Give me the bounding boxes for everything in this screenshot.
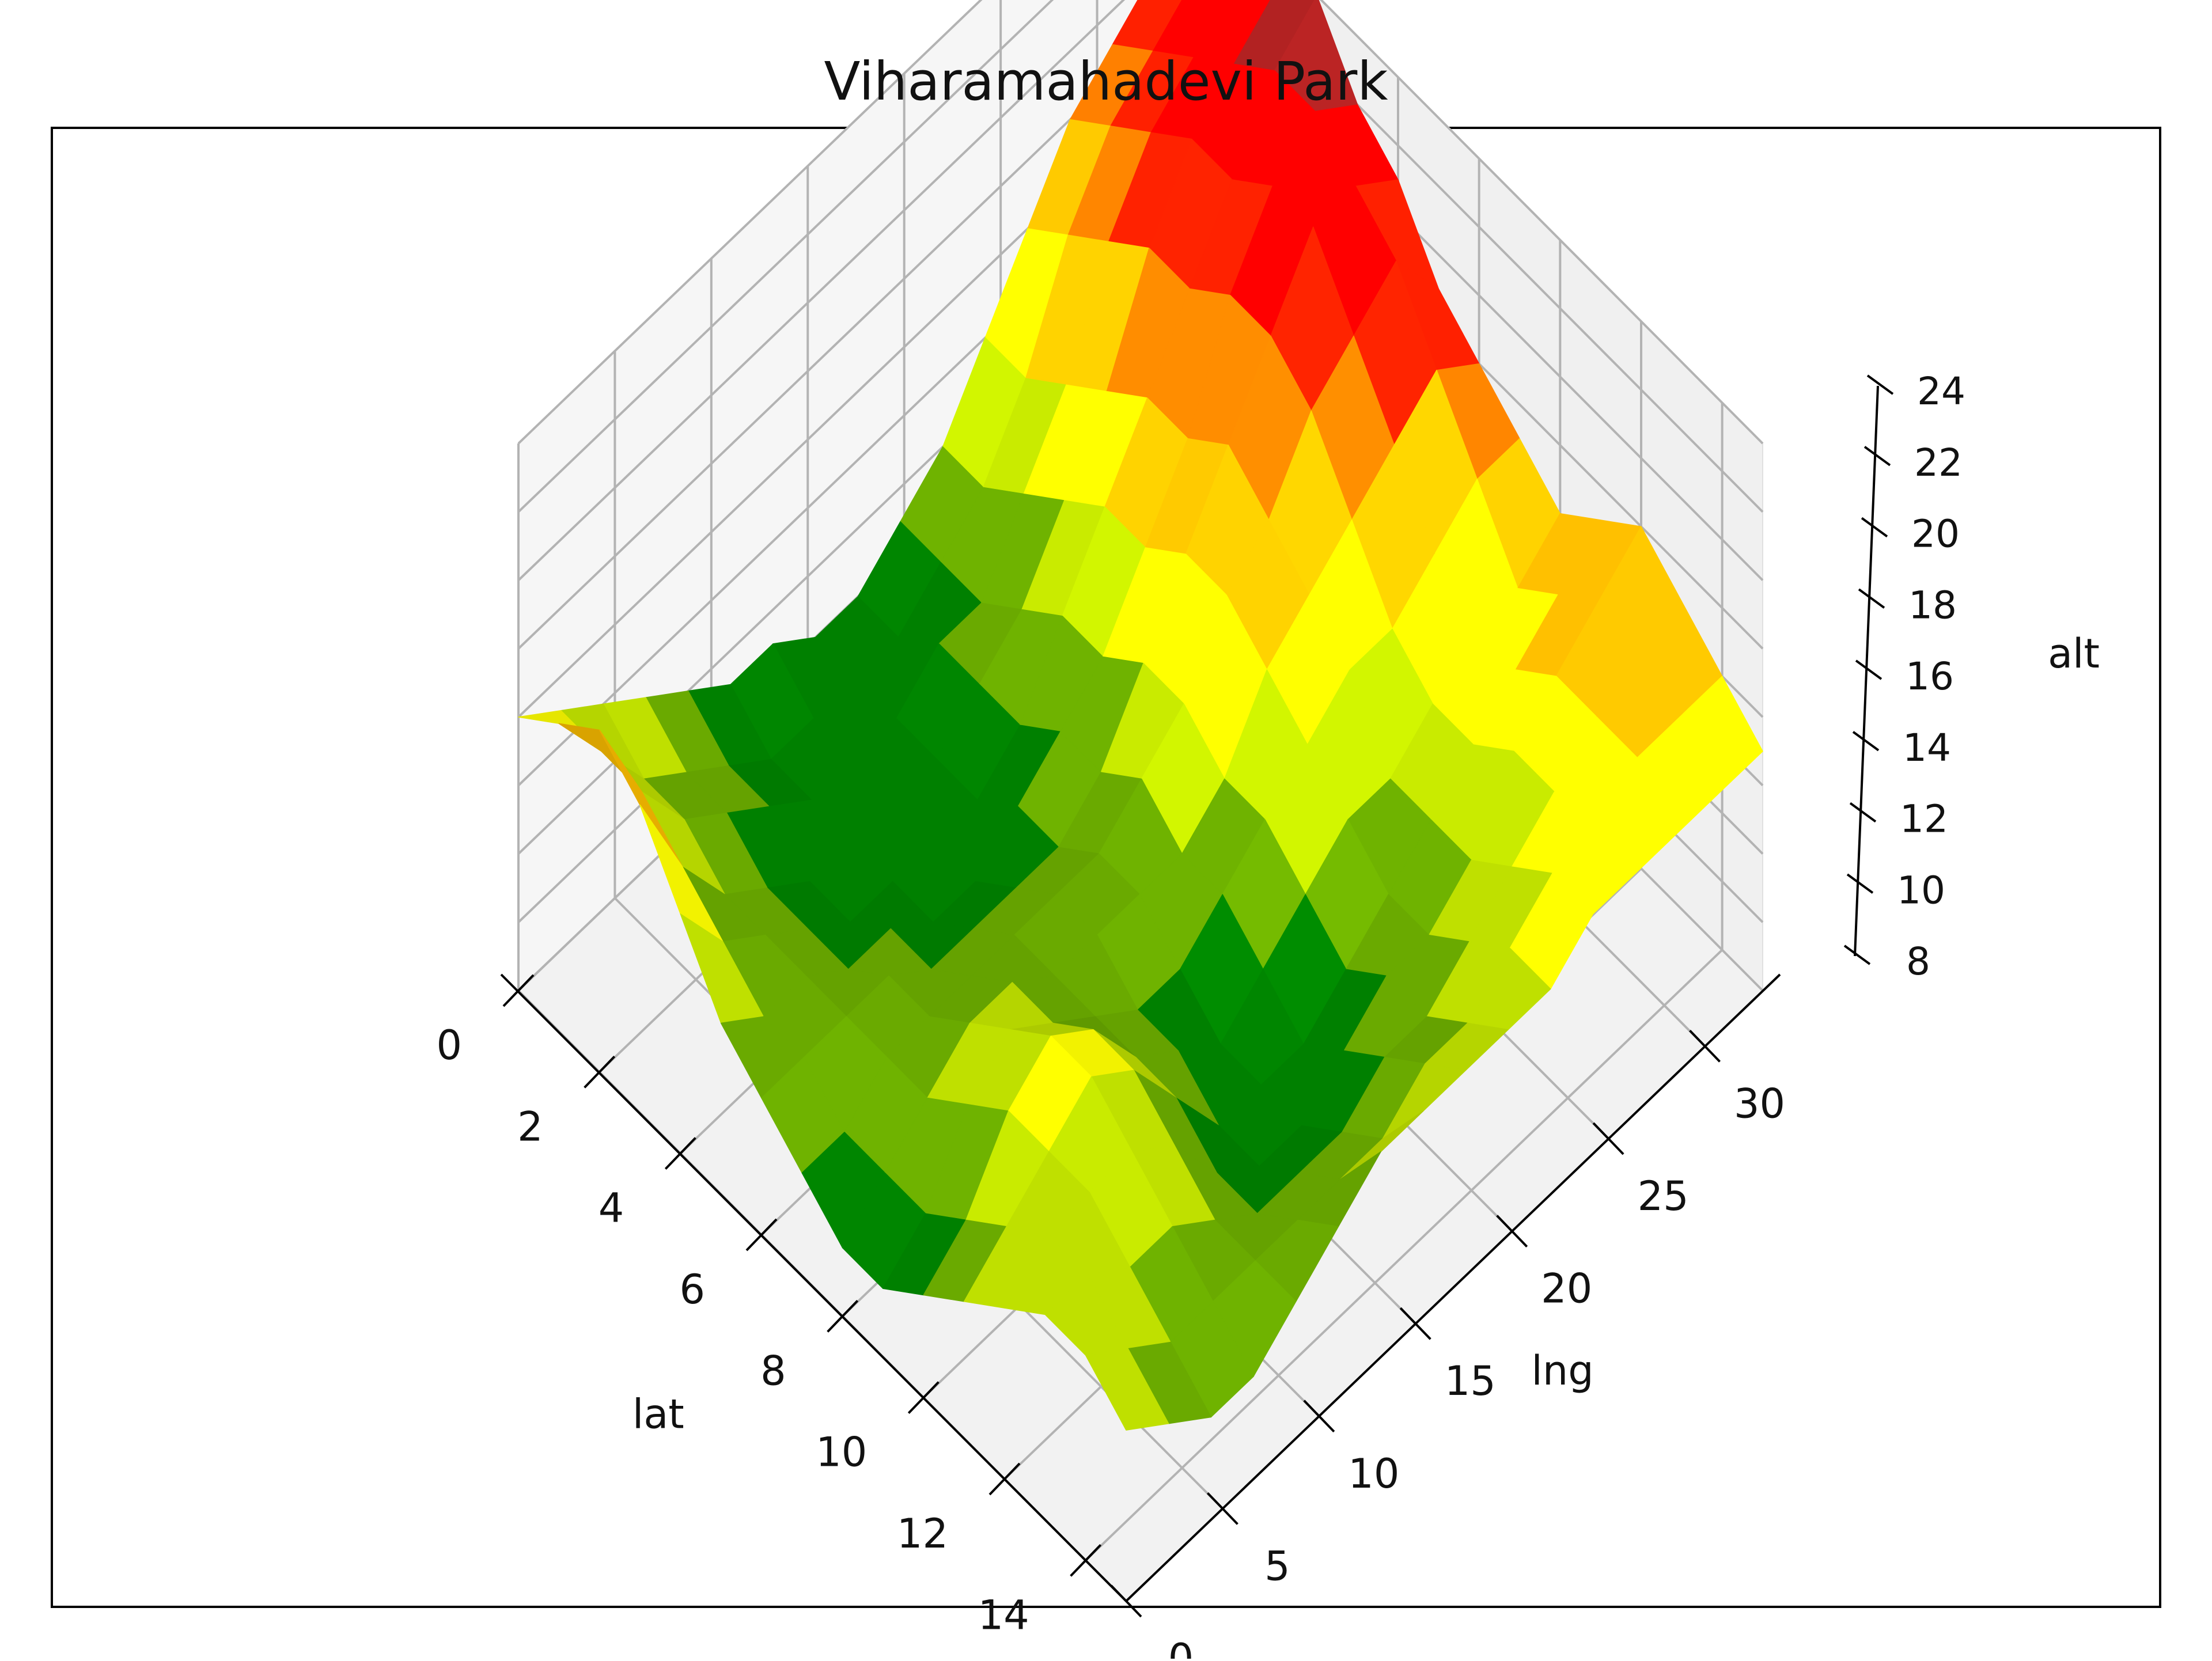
alt-axis-tick-label: 10 [1897,868,1945,912]
gridline [1319,0,1764,445]
alt-axis-tick [1843,945,1871,965]
lat-axis-tick [827,1299,859,1333]
gridline [1085,949,1724,1561]
alt-axis-tick-label: 14 [1903,726,1951,770]
lng-axis-tick [1206,1492,1238,1525]
lng-axis-line [1125,973,1781,1602]
surface [518,0,1763,1431]
alt-axis-tick [1863,446,1891,467]
gridline [517,0,1126,581]
alt-axis-tick [1855,659,1883,680]
lat-axis-tick [584,1055,616,1089]
alt-axis-tick-label: 12 [1900,797,1948,841]
lng-axis-tick-label: 25 [1638,1173,1689,1220]
lat-axis-tick-label: 14 [978,1591,1029,1639]
lng-axis-tick [1592,1122,1624,1155]
lng-axis-tick-label: 5 [1264,1542,1290,1590]
lng-axis-tick [1303,1400,1335,1433]
lng-axis-tick-label: 10 [1348,1450,1399,1497]
alt-axis-tick [1861,517,1888,538]
alt-axis-tick [1846,873,1874,894]
lng-axis-tick-label: 20 [1541,1265,1592,1313]
lat-axis-tick-label: 2 [517,1103,543,1150]
alt-axis-tick-label: 16 [1906,654,1954,699]
lat-axis-tick [502,974,535,1007]
alt-axis-tick [1849,802,1877,823]
alt-axis-tick-label: 22 [1914,441,1963,485]
lng-axis-tick-label: 0 [1168,1635,1194,1659]
gridline [517,0,1054,513]
lng-axis-label: lng [1531,1347,1593,1394]
alt-axis-line [1854,385,1879,957]
lng-axis-tick-label: 30 [1734,1080,1785,1127]
alt-axis-tick [1866,374,1894,395]
alt-axis-tick [1858,588,1885,609]
alt-axis-label: alt [2048,630,2100,677]
lat-axis-tick-label: 8 [760,1347,786,1394]
axes: 02468101214lat051015202530lng81012141618… [436,369,2100,1661]
alt-axis-tick-label: 24 [1917,369,1965,414]
gridline [517,0,983,445]
lat-axis-tick [988,1462,1021,1496]
lng-axis-tick [1110,1584,1142,1618]
lat-axis-tick [664,1137,696,1170]
lat-axis-tick-label: 6 [679,1266,705,1313]
lat-axis-tick-label: 10 [816,1429,867,1476]
lng-axis-tick [1689,1029,1721,1063]
gridline [517,37,1156,650]
surface-patch [1085,1348,1169,1431]
alt-axis-tick-label: 18 [1908,583,1957,627]
lat-axis-tick [1070,1544,1102,1577]
alt-axis-tick [1852,731,1880,752]
lat-axis-label: lat [632,1391,684,1438]
lat-axis-tick [907,1381,940,1414]
alt-axis-tick-label: 20 [1911,512,1960,556]
lat-axis-line [500,973,1127,1602]
lng-axis-tick [1496,1215,1528,1247]
alt-axis-tick-label: 8 [1906,939,1930,984]
lng-axis-tick-label: 15 [1445,1357,1496,1405]
lng-axis-tick [1399,1307,1431,1340]
lat-axis-tick-label: 12 [897,1510,948,1557]
lat-axis-tick-label: 0 [436,1022,462,1069]
lat-axis-tick-label: 4 [599,1185,624,1232]
chart-title: Viharamahadevi Park [824,51,1388,112]
lat-axis-tick [745,1218,778,1252]
